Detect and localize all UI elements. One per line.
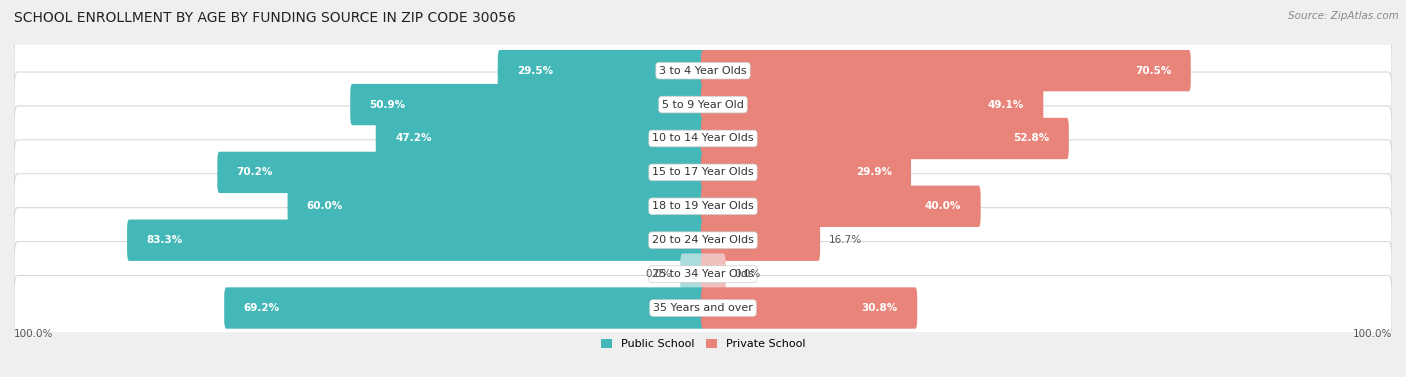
FancyBboxPatch shape: [14, 276, 1392, 340]
Text: 0.0%: 0.0%: [734, 269, 761, 279]
Text: 52.8%: 52.8%: [1014, 133, 1049, 144]
Text: 60.0%: 60.0%: [307, 201, 343, 211]
Text: 83.3%: 83.3%: [146, 235, 183, 245]
Text: 47.2%: 47.2%: [395, 133, 432, 144]
Text: Source: ZipAtlas.com: Source: ZipAtlas.com: [1288, 11, 1399, 21]
Text: 70.2%: 70.2%: [236, 167, 273, 178]
Text: 29.9%: 29.9%: [856, 167, 891, 178]
Text: 0.0%: 0.0%: [645, 269, 672, 279]
FancyBboxPatch shape: [702, 253, 725, 295]
FancyBboxPatch shape: [224, 287, 704, 329]
FancyBboxPatch shape: [702, 84, 1043, 125]
Text: 35 Years and over: 35 Years and over: [652, 303, 754, 313]
FancyBboxPatch shape: [702, 50, 1191, 91]
FancyBboxPatch shape: [14, 106, 1392, 171]
Text: 25 to 34 Year Olds: 25 to 34 Year Olds: [652, 269, 754, 279]
FancyBboxPatch shape: [14, 72, 1392, 137]
Legend: Public School, Private School: Public School, Private School: [600, 339, 806, 349]
FancyBboxPatch shape: [218, 152, 704, 193]
FancyBboxPatch shape: [14, 242, 1392, 307]
FancyBboxPatch shape: [702, 118, 1069, 159]
FancyBboxPatch shape: [127, 219, 704, 261]
Text: 5 to 9 Year Old: 5 to 9 Year Old: [662, 100, 744, 110]
FancyBboxPatch shape: [14, 174, 1392, 239]
Text: 18 to 19 Year Olds: 18 to 19 Year Olds: [652, 201, 754, 211]
Text: 20 to 24 Year Olds: 20 to 24 Year Olds: [652, 235, 754, 245]
Text: 3 to 4 Year Olds: 3 to 4 Year Olds: [659, 66, 747, 76]
Text: 40.0%: 40.0%: [925, 201, 962, 211]
FancyBboxPatch shape: [702, 185, 980, 227]
Text: 70.5%: 70.5%: [1135, 66, 1171, 76]
Text: 16.7%: 16.7%: [828, 235, 862, 245]
FancyBboxPatch shape: [375, 118, 704, 159]
Text: 30.8%: 30.8%: [862, 303, 898, 313]
FancyBboxPatch shape: [14, 140, 1392, 205]
FancyBboxPatch shape: [702, 152, 911, 193]
FancyBboxPatch shape: [702, 287, 917, 329]
Text: 10 to 14 Year Olds: 10 to 14 Year Olds: [652, 133, 754, 144]
Text: 100.0%: 100.0%: [1353, 329, 1392, 339]
FancyBboxPatch shape: [14, 208, 1392, 273]
FancyBboxPatch shape: [681, 253, 704, 295]
FancyBboxPatch shape: [288, 185, 704, 227]
Text: 100.0%: 100.0%: [14, 329, 53, 339]
FancyBboxPatch shape: [350, 84, 704, 125]
Text: 69.2%: 69.2%: [243, 303, 280, 313]
FancyBboxPatch shape: [14, 38, 1392, 103]
FancyBboxPatch shape: [702, 219, 820, 261]
Text: 15 to 17 Year Olds: 15 to 17 Year Olds: [652, 167, 754, 178]
Text: 50.9%: 50.9%: [370, 100, 406, 110]
Text: 29.5%: 29.5%: [517, 66, 553, 76]
Text: SCHOOL ENROLLMENT BY AGE BY FUNDING SOURCE IN ZIP CODE 30056: SCHOOL ENROLLMENT BY AGE BY FUNDING SOUR…: [14, 11, 516, 25]
FancyBboxPatch shape: [498, 50, 704, 91]
Text: 49.1%: 49.1%: [988, 100, 1024, 110]
